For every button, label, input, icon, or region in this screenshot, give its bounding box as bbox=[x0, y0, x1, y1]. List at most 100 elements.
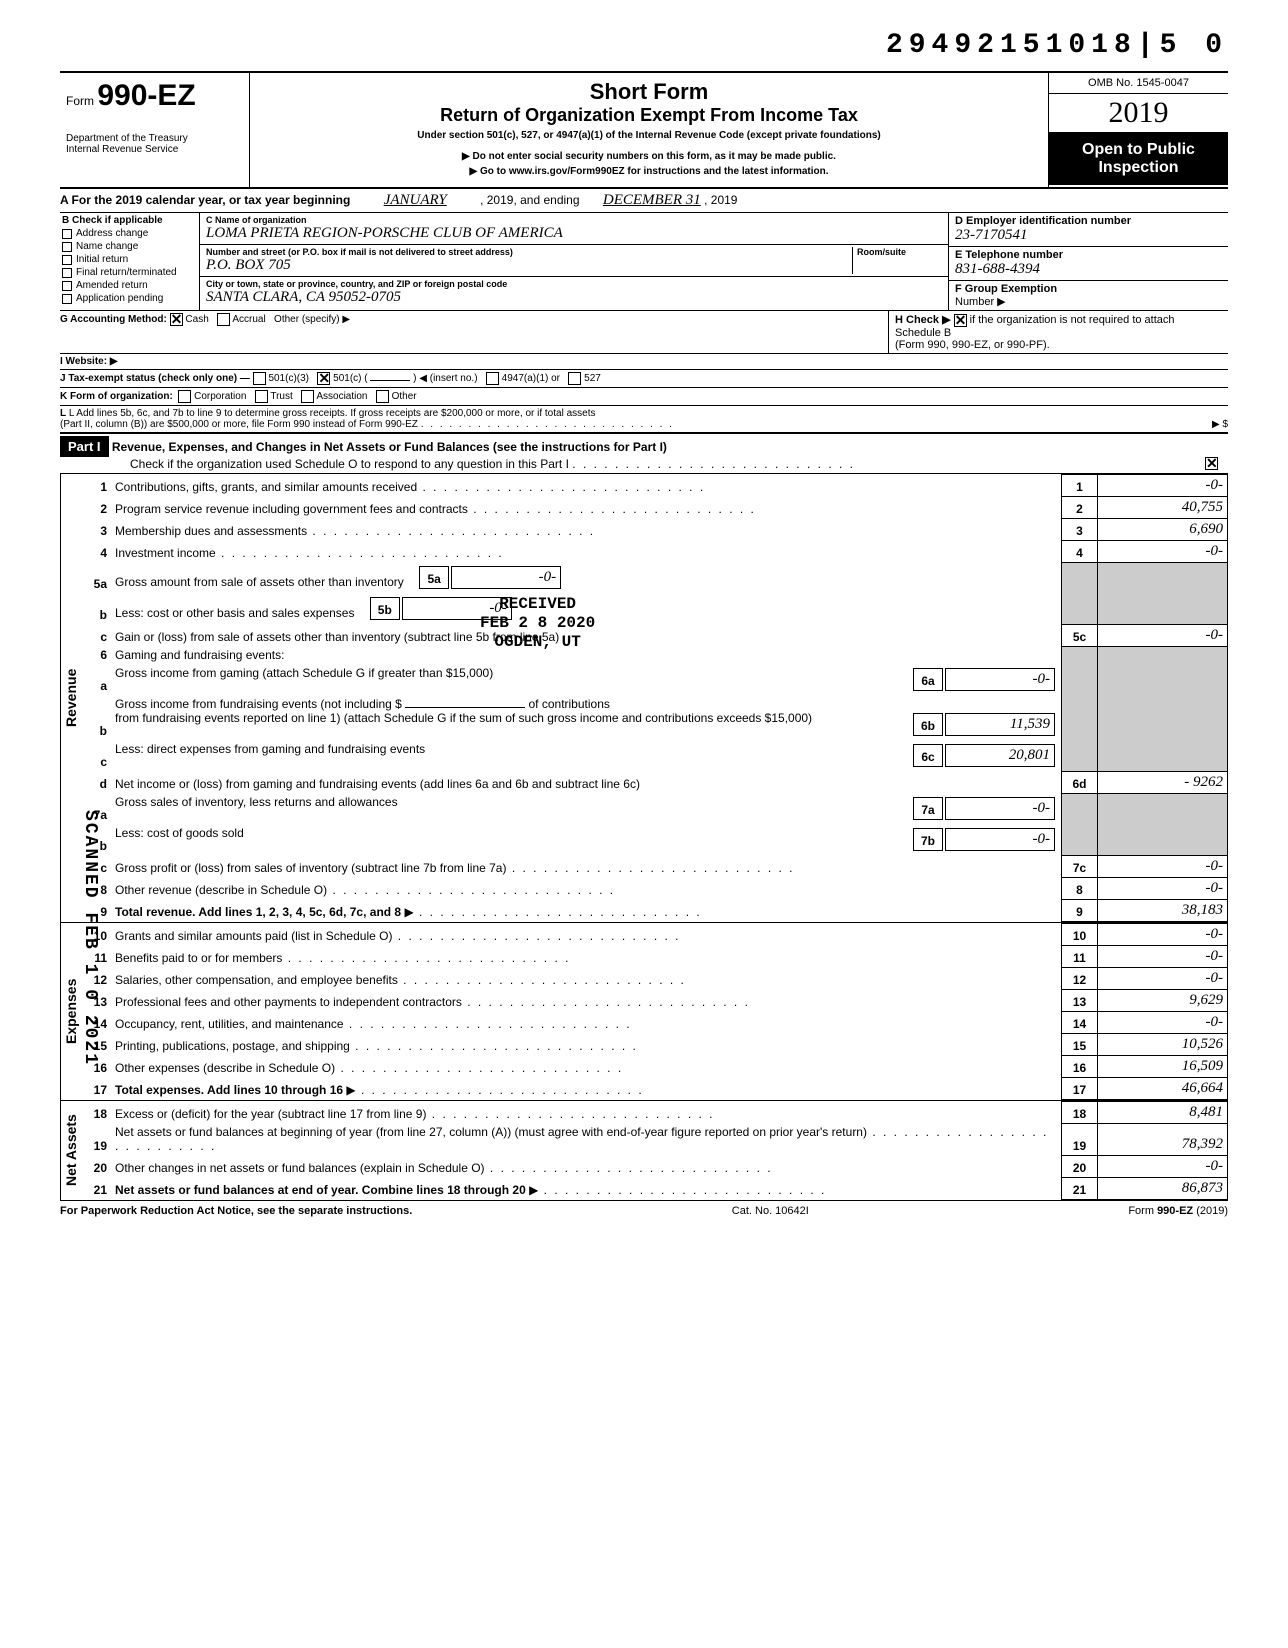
inspect-2: Inspection bbox=[1053, 159, 1224, 177]
val-1[interactable]: -0- bbox=[1098, 474, 1228, 496]
val-8[interactable]: -0- bbox=[1098, 877, 1228, 899]
line-5a: Gross amount from sale of assets other t… bbox=[115, 575, 404, 589]
val-2[interactable]: 40,755 bbox=[1098, 496, 1228, 518]
e-label: E Telephone number bbox=[955, 249, 1063, 261]
col-b-header: B Check if applicable bbox=[62, 215, 163, 226]
header-grid: B Check if applicable Address change Nam… bbox=[60, 213, 1228, 311]
line-a-begin[interactable]: JANUARY bbox=[384, 192, 447, 208]
org-name[interactable]: LOMA PRIETA REGION-PORSCHE CLUB OF AMERI… bbox=[206, 225, 942, 242]
line-19: Net assets or fund balances at beginning… bbox=[111, 1123, 1062, 1155]
c-label: C Name of organization bbox=[206, 215, 942, 225]
subtitle-ssn: ▶ Do not enter social security numbers o… bbox=[260, 151, 1038, 162]
f-label2: Number ▶ bbox=[955, 296, 1006, 308]
val-5c[interactable]: -0- bbox=[1098, 624, 1228, 646]
f-label: F Group Exemption bbox=[955, 283, 1057, 295]
title-return: Return of Organization Exempt From Incom… bbox=[260, 105, 1038, 126]
row-h: H Check ▶ if the organization is not req… bbox=[888, 311, 1228, 353]
val-16[interactable]: 16,509 bbox=[1098, 1055, 1228, 1077]
org-city[interactable]: SANTA CLARA, CA 95052-0705 bbox=[206, 289, 942, 306]
val-3[interactable]: 6,690 bbox=[1098, 518, 1228, 540]
inspect-1: Open to Public bbox=[1053, 141, 1224, 159]
dept-treasury: Department of the Treasury bbox=[66, 133, 243, 144]
col-right: D Employer identification number 23-7170… bbox=[948, 213, 1228, 310]
netassets-label: Net Assets bbox=[60, 1101, 81, 1200]
chk-schedule-o[interactable] bbox=[1205, 457, 1218, 470]
val-15[interactable]: 10,526 bbox=[1098, 1033, 1228, 1055]
chk-pending[interactable]: Application pending bbox=[62, 293, 197, 304]
page-footer: For Paperwork Reduction Act Notice, see … bbox=[60, 1200, 1228, 1217]
footer-left: For Paperwork Reduction Act Notice, see … bbox=[60, 1205, 412, 1217]
line-3: Membership dues and assessments bbox=[111, 518, 1062, 540]
chk-4947[interactable] bbox=[486, 372, 499, 385]
val-6a[interactable]: -0- bbox=[945, 668, 1055, 691]
val-4[interactable]: -0- bbox=[1098, 540, 1228, 562]
revenue-table: 1Contributions, gifts, grants, and simil… bbox=[81, 474, 1228, 922]
val-5b[interactable]: -0- bbox=[402, 597, 512, 620]
line-7b: Less: cost of goods sold bbox=[115, 826, 244, 840]
row-l: L L Add lines 5b, 6c, and 7b to line 9 t… bbox=[60, 406, 1228, 433]
line-14: Occupancy, rent, utilities, and maintena… bbox=[111, 1011, 1062, 1033]
val-14[interactable]: -0- bbox=[1098, 1011, 1228, 1033]
val-7a[interactable]: -0- bbox=[945, 797, 1055, 820]
val-17[interactable]: 46,664 bbox=[1098, 1077, 1228, 1099]
line-6d: Net income or (loss) from gaming and fun… bbox=[111, 771, 1062, 793]
row-j: J Tax-exempt status (check only one) — 5… bbox=[60, 370, 1228, 388]
line-18: Excess or (deficit) for the year (subtra… bbox=[111, 1101, 1062, 1123]
chk-accrual[interactable] bbox=[217, 313, 230, 326]
form-num-big: 990-EZ bbox=[97, 79, 195, 112]
line-4: Investment income bbox=[111, 540, 1062, 562]
val-9[interactable]: 38,183 bbox=[1098, 899, 1228, 921]
val-6b[interactable]: 11,539 bbox=[945, 713, 1055, 736]
line-16: Other expenses (describe in Schedule O) bbox=[111, 1055, 1062, 1077]
chk-assoc[interactable] bbox=[301, 390, 314, 403]
val-19[interactable]: 78,392 bbox=[1098, 1123, 1228, 1155]
expenses-label: Expenses bbox=[60, 923, 81, 1100]
chk-final-return[interactable]: Final return/terminated bbox=[62, 267, 197, 278]
val-6d[interactable]: - 9262 bbox=[1098, 771, 1228, 793]
val-13[interactable]: 9,629 bbox=[1098, 989, 1228, 1011]
line-5b: Less: cost or other basis and sales expe… bbox=[115, 606, 354, 620]
line-6a: Gross income from gaming (attach Schedul… bbox=[115, 666, 493, 680]
chk-other-org[interactable] bbox=[376, 390, 389, 403]
val-20[interactable]: -0- bbox=[1098, 1155, 1228, 1177]
chk-address-change[interactable]: Address change bbox=[62, 228, 197, 239]
part1-title: Revenue, Expenses, and Changes in Net As… bbox=[112, 440, 667, 454]
chk-name-change[interactable]: Name change bbox=[62, 241, 197, 252]
chk-cash[interactable] bbox=[170, 313, 183, 326]
org-street[interactable]: P.O. BOX 705 bbox=[206, 257, 852, 274]
val-5a[interactable]: -0- bbox=[451, 566, 561, 589]
val-7c[interactable]: -0- bbox=[1098, 855, 1228, 877]
val-21[interactable]: 86,873 bbox=[1098, 1177, 1228, 1199]
line-a-label: A For the 2019 calendar year, or tax yea… bbox=[60, 193, 350, 207]
val-12[interactable]: -0- bbox=[1098, 967, 1228, 989]
chk-527[interactable] bbox=[568, 372, 581, 385]
val-11[interactable]: -0- bbox=[1098, 945, 1228, 967]
ein[interactable]: 23-7170541 bbox=[955, 227, 1222, 244]
line-2: Program service revenue including govern… bbox=[111, 496, 1062, 518]
line-a-end[interactable]: DECEMBER 31 bbox=[603, 192, 701, 208]
dept-irs: Internal Revenue Service bbox=[66, 144, 243, 155]
chk-corp[interactable] bbox=[178, 390, 191, 403]
line-10: Grants and similar amounts paid (list in… bbox=[111, 923, 1062, 945]
val-6c[interactable]: 20,801 bbox=[945, 744, 1055, 767]
val-18[interactable]: 8,481 bbox=[1098, 1101, 1228, 1123]
form-number: Form 990-EZ bbox=[66, 79, 243, 113]
chk-amended[interactable]: Amended return bbox=[62, 280, 197, 291]
chk-501c3[interactable] bbox=[253, 372, 266, 385]
subtitle-goto: ▶ Go to www.irs.gov/Form990EZ for instru… bbox=[260, 166, 1038, 177]
line-15: Printing, publications, postage, and shi… bbox=[111, 1033, 1062, 1055]
phone[interactable]: 831-688-4394 bbox=[955, 261, 1222, 278]
line-a-mid: , 2019, and ending bbox=[480, 193, 579, 207]
revenue-label: Revenue bbox=[60, 474, 81, 922]
chk-initial-return[interactable]: Initial return bbox=[62, 254, 197, 265]
val-7b[interactable]: -0- bbox=[945, 828, 1055, 851]
open-inspection: Open to Public Inspection bbox=[1049, 133, 1228, 185]
part1-badge: Part I bbox=[60, 436, 109, 457]
chk-schedule-b[interactable] bbox=[954, 314, 967, 327]
val-10[interactable]: -0- bbox=[1098, 923, 1228, 945]
chk-trust[interactable] bbox=[255, 390, 268, 403]
line-8: Other revenue (describe in Schedule O) bbox=[111, 877, 1062, 899]
expenses-table: 10Grants and similar amounts paid (list … bbox=[81, 923, 1228, 1100]
line-6b-1: Gross income from fundraising events (no… bbox=[115, 697, 402, 711]
chk-501c[interactable] bbox=[317, 372, 330, 385]
